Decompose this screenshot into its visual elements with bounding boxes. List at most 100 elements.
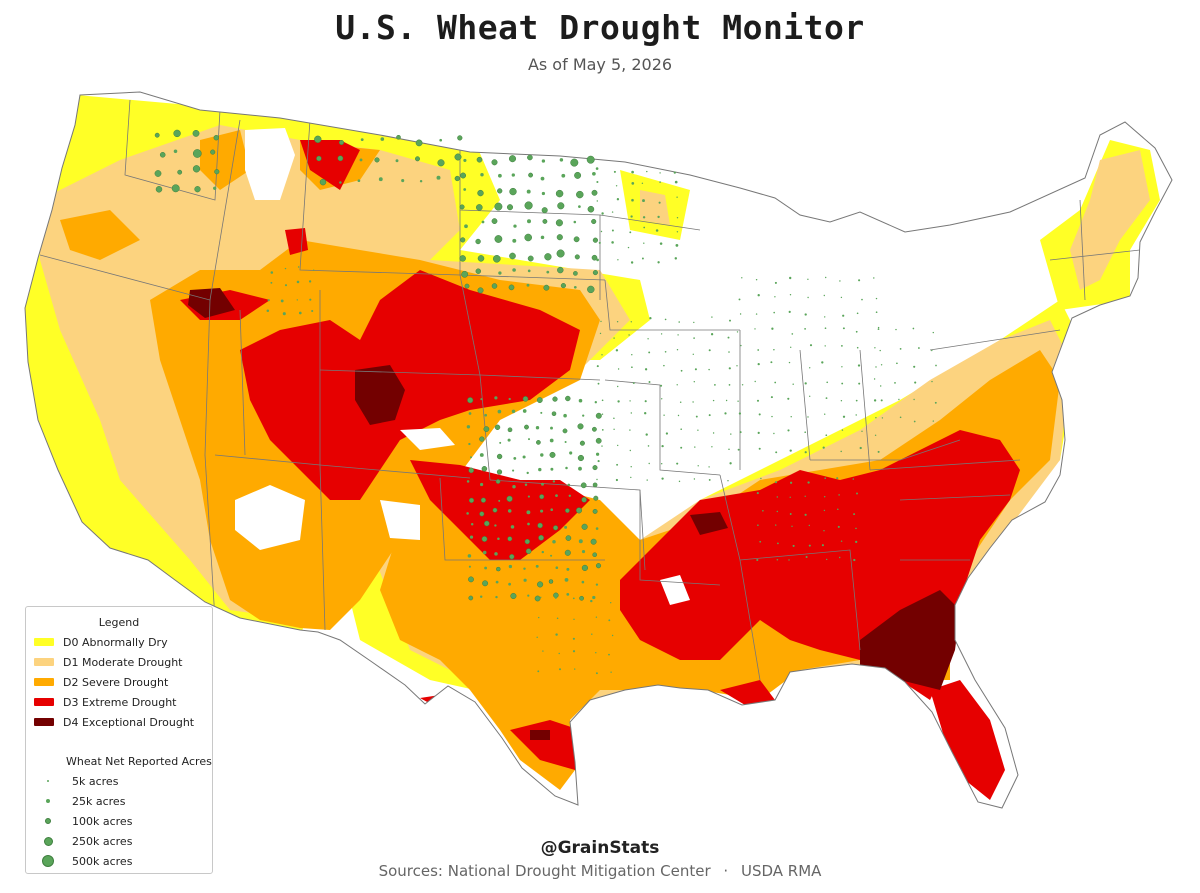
wheat-dot — [510, 525, 515, 529]
wheat-dot — [415, 156, 420, 162]
wheat-dot — [266, 309, 270, 313]
wheat-dot — [600, 320, 602, 323]
wheat-dot — [826, 381, 829, 384]
wheat-dot — [507, 438, 511, 442]
wheat-dot — [824, 413, 826, 415]
wheat-dot — [664, 350, 667, 353]
wheat-dot — [804, 313, 807, 316]
wheat-dot — [587, 205, 595, 213]
wheat-dot — [931, 349, 933, 352]
wheat-dot — [568, 494, 571, 497]
size-item-25k: 25k acres — [38, 794, 208, 808]
wheat-dot — [581, 580, 585, 584]
wheat-dot — [838, 494, 840, 496]
wheat-dot — [540, 596, 542, 598]
wheat-dot — [565, 535, 572, 541]
wheat-dot — [282, 312, 286, 316]
wheat-dot — [756, 492, 759, 495]
wheat-dot — [574, 668, 576, 670]
wheat-dot — [896, 362, 898, 365]
wheat-dot — [676, 349, 679, 351]
wheat-dot — [824, 477, 826, 479]
wheat-dot — [555, 633, 558, 636]
wheat-dot — [874, 347, 876, 349]
wheat-dot — [674, 180, 678, 184]
wheat-dot — [822, 446, 825, 449]
dot-5k-icon — [47, 780, 49, 782]
wheat-dot — [541, 207, 548, 214]
wheat-dot — [595, 412, 602, 419]
wheat-dot — [460, 237, 466, 243]
wheat-dot — [537, 670, 540, 673]
wheat-dot — [497, 537, 500, 541]
wheat-dot — [480, 172, 484, 177]
wheat-dot — [491, 159, 498, 166]
wheat-dot — [762, 509, 764, 512]
wheat-dot — [468, 467, 474, 474]
wheat-dot — [508, 397, 511, 401]
wheat-dot — [739, 431, 742, 434]
wheat-dot — [496, 469, 503, 475]
wheat-dot — [804, 451, 807, 454]
wheat-dot — [460, 172, 467, 179]
wheat-dot — [528, 438, 530, 441]
wheat-dot — [808, 544, 811, 547]
wheat-dot — [538, 467, 542, 472]
wheat-dot — [711, 316, 713, 318]
wheat-dot — [597, 382, 600, 385]
sources-line: Sources: National Drought Mitigation Cen… — [0, 862, 1200, 880]
wheat-dot — [859, 446, 862, 450]
wheat-dot — [630, 476, 632, 479]
wheat-dot — [899, 348, 902, 350]
wheat-dot — [739, 313, 742, 315]
wheat-dot — [566, 567, 570, 571]
wheat-dot — [498, 173, 502, 178]
wheat-dot — [578, 398, 583, 403]
wheat-dot — [552, 480, 556, 483]
wheat-dot — [560, 283, 566, 289]
wheat-dot — [710, 333, 714, 336]
wheat-dot — [601, 413, 604, 415]
wheat-dot — [646, 479, 648, 481]
legend-label-d1: D1 Moderate Drought — [63, 655, 183, 669]
wheat-dot — [841, 366, 843, 368]
wheat-dot — [581, 497, 587, 503]
wheat-dot — [899, 416, 902, 419]
wheat-dot — [757, 431, 760, 434]
wheat-dot — [856, 492, 858, 495]
wheat-dot — [648, 351, 651, 354]
wheat-dot — [494, 524, 497, 527]
wheat-dot — [873, 277, 875, 279]
wheat-dot — [173, 129, 181, 138]
wheat-dot — [708, 349, 711, 352]
wheat-dot — [775, 451, 778, 454]
wheat-dot — [610, 671, 612, 673]
wheat-dot — [655, 229, 659, 232]
wheat-dot — [804, 431, 807, 434]
wheat-dot — [708, 466, 710, 468]
wheat-dot — [855, 414, 857, 416]
wheat-dot — [857, 364, 861, 367]
wheat-dot — [809, 395, 811, 397]
wheat-dot — [595, 583, 599, 586]
wheat-dot — [567, 483, 571, 487]
wheat-dot — [693, 321, 695, 324]
wheat-dot — [842, 415, 846, 418]
wheat-dot — [807, 278, 809, 280]
wheat-dot — [760, 477, 762, 480]
wheat-dot — [617, 259, 619, 261]
wheat-dot — [787, 429, 790, 432]
wheat-dot — [527, 219, 531, 224]
wheat-dot — [459, 204, 465, 210]
wheat-dot — [660, 333, 663, 335]
wheat-dot — [631, 366, 633, 369]
wheat-dot — [508, 284, 515, 291]
wheat-dot — [770, 361, 773, 364]
source-ndmc: Sources: National Drought Mitigation Cen… — [378, 862, 711, 880]
wheat-dot — [758, 413, 761, 416]
wheat-dot — [535, 426, 540, 430]
wheat-dot — [546, 270, 550, 274]
wheat-dot — [804, 382, 807, 385]
wheat-dot — [540, 509, 544, 513]
wheat-dot — [663, 414, 665, 416]
